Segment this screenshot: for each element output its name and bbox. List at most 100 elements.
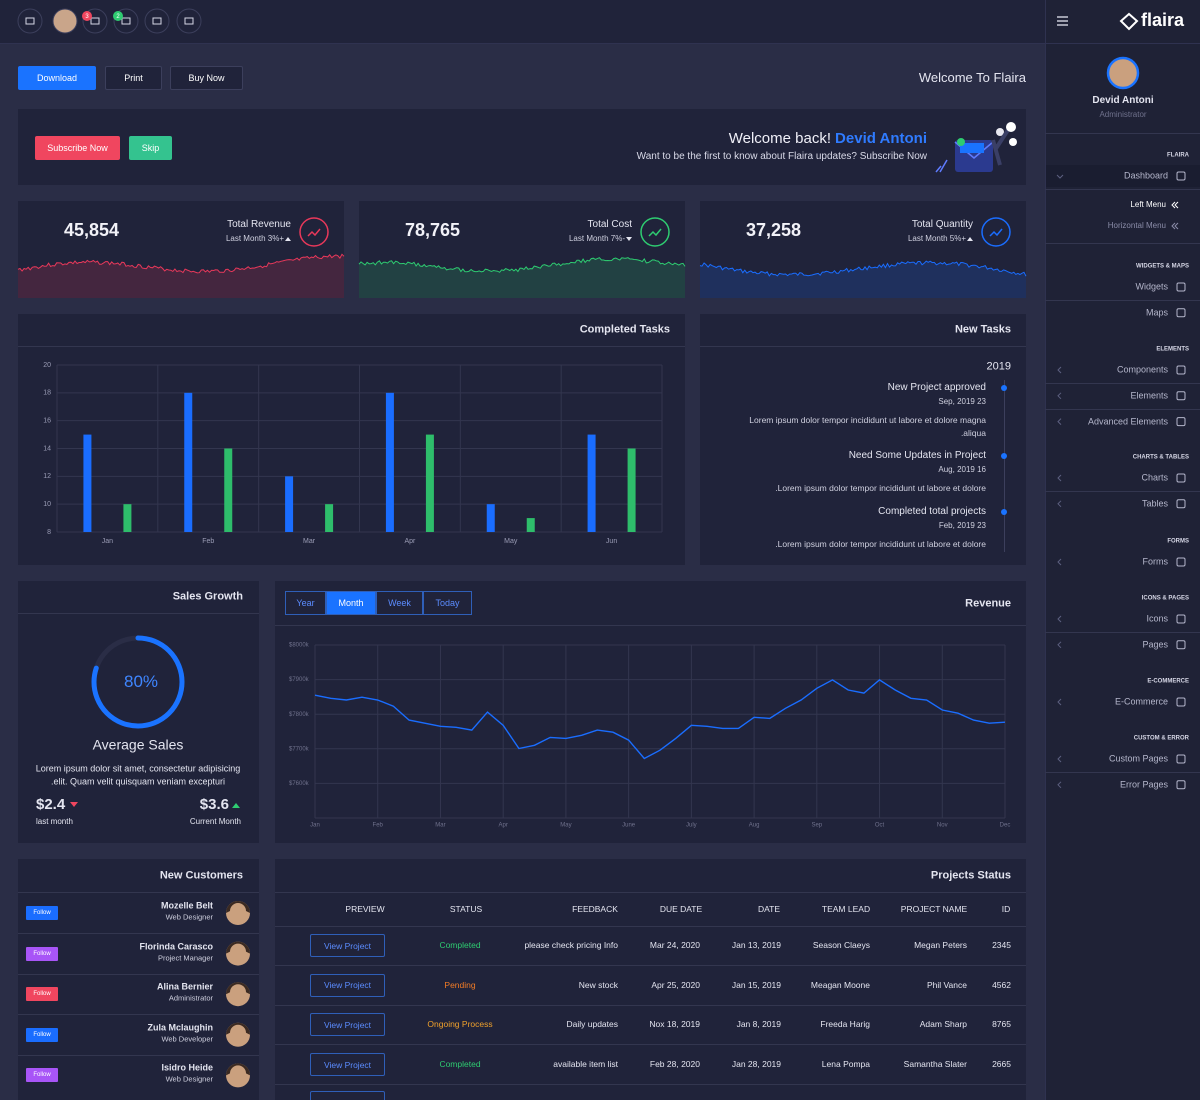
table-cell: 2345 [992,939,1011,950]
divider [18,1014,259,1016]
header-button[interactable]: Download [18,66,96,90]
banner-greeting: Welcome back! [728,130,831,147]
table-header: PREVIEW [345,903,385,914]
divider [275,926,1026,927]
table-cell: Adam Sharp [919,1019,967,1030]
divider [1045,632,1200,633]
menu-item[interactable]: Custom Pages [1108,753,1168,764]
divider [18,1054,259,1056]
customer-role: Web Designer [165,1074,213,1084]
timeline-line [1003,380,1005,552]
chart-card [18,314,685,565]
follow-button[interactable]: Follow [26,946,58,961]
range-tab[interactable]: Month [326,591,376,615]
divider [1045,772,1200,773]
stat-label: Total Quantity [911,219,973,230]
range-tab[interactable]: Year [285,591,326,615]
stat-label: Total Revenue [227,219,291,230]
view-project-button[interactable]: View Project [310,1013,385,1037]
customer-name: Alina Bernier [156,981,213,992]
menu-item[interactable]: Widgets [1135,281,1168,292]
chart-card [275,581,1026,843]
menu-item[interactable]: Tables [1141,498,1168,509]
menu-item[interactable]: Forms [1142,556,1169,567]
menu-item[interactable]: Components [1116,364,1168,375]
sales-subtitle: Average Sales [92,736,184,753]
divider [275,965,1026,966]
section-title: ELEMENTS [1156,346,1189,353]
view-project-button[interactable]: View Project [310,934,385,957]
stat-sub: Last Month 3%+ [225,234,284,244]
task-text: .Lorem ipsum dolor tempor incididunt ut … [775,538,986,549]
section-title: CHARTS & TABLES [1132,454,1189,461]
banner-text: Want to be the first to know about Flair… [636,151,927,162]
divider [1045,383,1200,384]
table-cell: Jan 8, 2019 [736,1019,781,1030]
last-value: $2.4 [36,796,66,813]
view-project-button[interactable]: View Project [310,973,385,997]
follow-button[interactable]: Follow [26,1068,58,1083]
stat-card [18,201,344,298]
table-cell: Jan 28, 2019 [731,1059,781,1069]
stat-sub: Last Month 5%+ [907,234,966,244]
menu-item[interactable]: Pages [1142,639,1168,650]
menu-item[interactable]: Advanced Elements [1087,416,1168,427]
table-cell: Jan 13, 2019 [731,939,781,950]
stat-card [700,201,1026,298]
divider [275,1004,1026,1006]
task-date: Aug, 2019 16 [938,465,986,475]
divider [1045,300,1200,301]
divider [18,346,685,347]
menu-item[interactable]: Maps [1145,307,1168,318]
skip-button[interactable]: Skip [129,136,172,160]
menu-item[interactable]: Icons [1146,613,1168,624]
card-title: Sales Growth [172,590,243,603]
follow-button[interactable]: Follow [26,987,58,1002]
table-cell: available item list [553,1059,618,1069]
range-tab[interactable]: Today [423,591,472,615]
status-cell: Completed [439,1059,481,1069]
divider [18,933,259,934]
divider [18,973,259,975]
task-date: Sep, 2019 23 [938,397,986,407]
task-text: .aliqua [960,427,986,438]
divider [275,1084,1026,1086]
section-title: CUSTOM & ERROR [1133,735,1189,742]
follow-button[interactable]: Follow [26,906,58,920]
header-button[interactable]: Print [105,66,162,90]
menu-item[interactable]: Elements [1130,390,1168,401]
customer-name: Isidro Heide [161,1062,213,1073]
menu-item[interactable]: Error Pages [1119,779,1168,790]
customer-role: Project Manager [157,953,213,963]
range-tab[interactable]: Week [376,591,423,615]
view-project-button[interactable]: View Project [310,1053,385,1077]
menu-item[interactable]: Charts [1141,472,1168,483]
table-cell: Mar 24, 2020 [649,939,700,950]
table-cell: 8765 [992,1019,1011,1030]
task-title: New Project approved [887,382,986,393]
table-cell: Phil Vance [926,979,967,990]
menu-item-active [1046,165,1200,187]
menu-item[interactable]: E-Commerce [1114,696,1168,707]
stat-sub: Last Month 7%- [568,234,625,244]
header-button[interactable]: Buy Now [170,66,243,90]
table-cell: Lena Pompa [821,1059,870,1069]
follow-button[interactable]: Follow [26,1027,58,1042]
task-text: Lorem ipsum dolor tempor incididunt ut l… [749,414,986,425]
subscribe-button[interactable]: Subscribe Now [35,136,120,160]
card-title: New Tasks [954,323,1011,336]
table-cell: Megan Peters [914,939,967,950]
submenu-item[interactable]: Left Menu [1130,200,1166,210]
card-title: Projects Status [930,869,1011,882]
menu-item[interactable]: Dashboard [1123,170,1168,181]
submenu-item[interactable]: Horizontal Menu [1107,221,1166,231]
user-name: Devid Antoni [1092,95,1154,106]
table-header: DUE DATE [659,903,703,914]
table-cell: 4562 [992,979,1011,990]
progress-label: 80% [123,671,159,691]
table-cell: Freeda Harig [820,1019,870,1030]
stat-value: 45,854 [64,220,120,241]
table-cell: Feb 28, 2020 [649,1059,700,1069]
divider [700,346,1026,347]
table-cell: New stock [578,979,618,990]
